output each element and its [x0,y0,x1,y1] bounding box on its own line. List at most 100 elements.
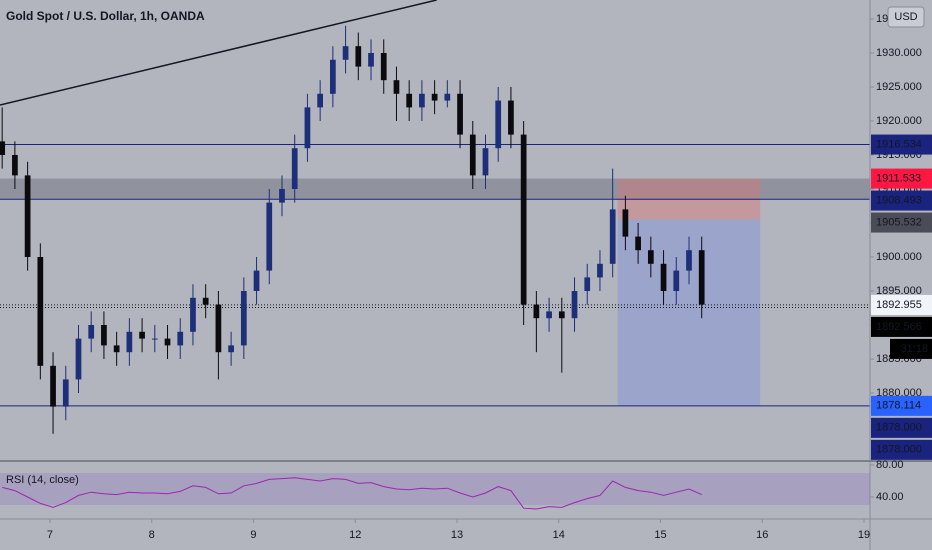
candle-body [660,263,667,292]
candle-body [88,325,95,339]
candle-body [406,93,413,108]
candle-body [495,100,502,149]
rsi-title: RSI (14, close) [6,474,79,486]
candle-body [113,345,120,353]
zone [0,178,870,200]
price-tag-label: 1911.533 [876,172,921,184]
candle-body [469,134,476,176]
candle-body [164,338,171,346]
candle-body [62,379,69,407]
candle-body [202,297,209,305]
x-tick-label: 15 [654,529,666,541]
price-tag [871,168,932,189]
rsi-tick-label: 80.00 [876,459,904,471]
currency-button-label[interactable]: USD [894,11,917,23]
price-tag [871,417,932,438]
candle-body [571,291,578,319]
candle-body [253,270,260,292]
price-tag [871,395,932,416]
candle-body [508,100,514,135]
chart-title: Gold Spot / U.S. Dollar, 1h, OANDA [6,9,205,23]
candle-body [393,80,400,94]
x-tick-label: 12 [349,529,361,541]
candle-body [584,277,591,292]
rsi-line [2,477,702,510]
price-tag-label: 1908.493 [876,194,922,206]
candle-body [304,107,311,149]
price-tag-label: 1878.000 [876,444,922,456]
countdown-tag [890,338,932,359]
candle-body [24,175,31,257]
price-tag-label: 1892.955 [876,299,922,311]
candle-body [444,93,451,101]
x-tick-label: 19 [858,529,870,541]
y-tick-label: 1930.000 [876,47,922,59]
candle-body [279,188,285,203]
candle-body [317,93,324,108]
candle-body [12,154,18,176]
candle-body [457,93,463,135]
x-tick-label: 8 [149,529,155,541]
candle-body [330,59,336,94]
price-tag [871,212,932,233]
y-tick-label: 1895.000 [876,285,922,297]
candle-body [368,52,374,67]
x-tick-label: 14 [553,529,565,541]
candle-body [291,148,298,189]
candle-body [215,304,222,353]
candle-body [342,46,349,60]
candle-body [546,311,552,319]
candle-body [37,256,44,366]
candle-body [533,304,540,319]
candle-body [101,325,107,346]
candle-body [635,236,641,251]
y-tick-label: 1920.000 [876,115,922,127]
candle-body [177,331,184,346]
candle-body [622,209,629,237]
price-tag [871,134,932,155]
candle-body [597,263,603,278]
x-tick-label: 7 [47,529,53,541]
price-tag [871,294,932,315]
countdown-label: 31:18 [900,343,928,355]
x-tick-label: 16 [756,529,768,541]
candle-body [139,331,145,339]
price-tag-label: 1905.532 [876,216,922,228]
candle-body [266,202,273,271]
candle-body [151,338,158,340]
candle-body [240,291,247,346]
candle-body [482,148,489,176]
price-tag [871,439,932,460]
candle-body [380,52,387,81]
candle-body [431,93,438,101]
candle-body [673,270,680,292]
candle-body [558,311,565,319]
candle-body [647,250,654,264]
price-tag-label: 1916.534 [876,138,922,150]
candle-body [355,46,362,67]
candle-body [419,93,425,108]
candle-body [75,338,82,380]
candle-body [50,365,56,407]
candle-body [126,331,133,353]
candle-body [190,297,196,332]
rsi-tick-label: 40.00 [876,491,904,503]
trendline [0,0,437,106]
price-tag [871,190,932,211]
price-tag-label: 1878.114 [876,400,921,412]
price-tag-label: 1878.000 [876,422,922,434]
candle-body [520,134,527,305]
y-tick-label: 1900.000 [876,251,922,263]
candle-body [686,250,692,271]
price-tag-label: 1892.566 [876,321,922,333]
candle-body [228,345,234,353]
y-tick-label: 1925.000 [876,81,922,93]
candle-body [698,250,705,305]
currency-button[interactable] [887,6,925,28]
candle-body [609,209,616,264]
price-tag [871,316,932,337]
candle-body [0,141,6,155]
x-tick-label: 9 [250,529,256,541]
